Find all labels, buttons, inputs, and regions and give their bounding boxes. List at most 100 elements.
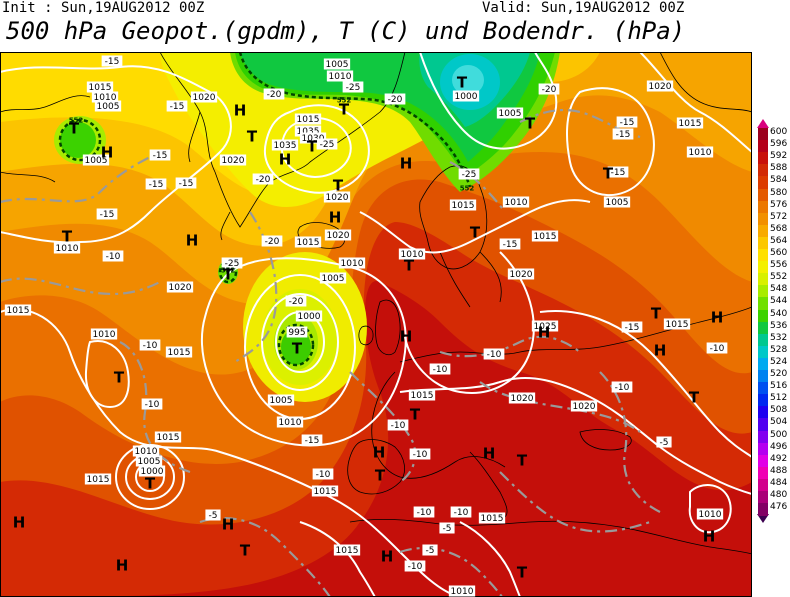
- svg-text:-10: -10: [433, 365, 448, 375]
- svg-text:1020: 1020: [326, 193, 349, 203]
- svg-text:T: T: [404, 256, 415, 274]
- svg-text:1020: 1020: [649, 82, 672, 92]
- svg-text:H: H: [400, 327, 413, 345]
- svg-text:1010: 1010: [93, 330, 116, 340]
- svg-text:-15: -15: [305, 436, 320, 446]
- svg-text:1020: 1020: [327, 231, 350, 241]
- low-pressure-marker: T: [375, 466, 386, 484]
- svg-text:H: H: [234, 101, 247, 119]
- svg-text:T: T: [307, 137, 318, 155]
- legend-label: 564: [770, 235, 788, 246]
- legend-swatch: [758, 466, 768, 480]
- isotherm-label: -10: [483, 348, 505, 360]
- low-pressure-marker: T: [651, 304, 662, 322]
- legend-swatch: [758, 345, 768, 359]
- legend-swatch: [758, 442, 768, 456]
- svg-text:1010: 1010: [689, 148, 712, 158]
- weather-map: 1015101010051020100510101015103510301035…: [0, 52, 752, 597]
- legend-label: 592: [770, 151, 788, 162]
- isotherm-label: -20: [384, 93, 406, 105]
- svg-text:1005: 1005: [322, 274, 345, 284]
- isobar-label: 1005: [603, 196, 631, 208]
- svg-text:1015: 1015: [452, 201, 475, 211]
- high-pressure-marker: H: [654, 341, 667, 359]
- legend-arrow-up-icon: [757, 119, 769, 128]
- svg-text:-10: -10: [487, 350, 502, 360]
- svg-text:T: T: [375, 466, 386, 484]
- svg-text:H: H: [483, 444, 496, 462]
- isotherm-label: -10: [413, 506, 435, 518]
- legend-swatch: [758, 261, 768, 274]
- isotherm-label: -10: [387, 419, 409, 431]
- svg-text:H: H: [101, 143, 114, 161]
- low-pressure-marker: T: [145, 474, 156, 492]
- high-pressure-marker: H: [538, 323, 551, 341]
- svg-text:H: H: [538, 323, 551, 341]
- isobar-label: 1020: [324, 229, 352, 241]
- isobar-label: 1015: [4, 304, 32, 316]
- svg-text:1015: 1015: [87, 475, 110, 485]
- high-pressure-marker: H: [400, 327, 413, 345]
- legend-swatch: [758, 406, 768, 419]
- svg-text:-10: -10: [145, 400, 160, 410]
- isotherm-label: -10: [409, 448, 431, 460]
- low-pressure-marker: T: [457, 73, 468, 91]
- legend-swatch: [758, 478, 768, 492]
- isotherm-label: -15: [616, 116, 638, 128]
- legend-label: 496: [770, 441, 788, 452]
- high-pressure-marker: H: [483, 444, 496, 462]
- isobar-label: 1025: [531, 320, 559, 332]
- svg-text:1015: 1015: [297, 115, 320, 125]
- svg-text:1015: 1015: [297, 238, 320, 248]
- svg-text:-15: -15: [105, 57, 120, 67]
- svg-text:-20: -20: [256, 175, 271, 185]
- legend-swatch: [758, 503, 768, 516]
- isotherm-label: -20: [252, 173, 274, 185]
- legend-label: 480: [770, 490, 788, 500]
- legend-swatch: [758, 382, 768, 395]
- isotherm-label: -15: [145, 178, 167, 190]
- isotherm-label: -15: [499, 238, 521, 250]
- isotherm-label: -20: [285, 295, 307, 307]
- svg-text:1030: 1030: [302, 134, 325, 144]
- low-pressure-marker: T: [240, 541, 251, 559]
- isotherm-label: -10: [312, 468, 334, 480]
- svg-text:T: T: [114, 368, 125, 386]
- isotherm-label: -15: [166, 100, 188, 112]
- svg-text:1010: 1010: [279, 418, 302, 428]
- isobar-label: 1020: [507, 268, 535, 280]
- svg-text:1010: 1010: [94, 93, 117, 103]
- svg-text:-20: -20: [267, 90, 282, 100]
- legend-label: 508: [770, 405, 788, 416]
- high-pressure-marker: H: [101, 143, 114, 161]
- legend-label: 560: [770, 248, 788, 258]
- svg-text:552: 552: [221, 267, 236, 275]
- low-pressure-marker: T: [223, 265, 234, 283]
- high-pressure-marker: H: [329, 208, 342, 226]
- legend-label: 580: [770, 187, 788, 198]
- isotherm-label: -5: [205, 509, 221, 521]
- contour-552-label: 552: [69, 117, 84, 125]
- isotherm-label: -15: [612, 128, 634, 140]
- isotherm-label: -15: [301, 434, 323, 446]
- svg-text:-20: -20: [289, 297, 304, 307]
- isobar-label: 1000: [452, 90, 480, 102]
- svg-text:-15: -15: [170, 102, 185, 112]
- svg-text:T: T: [62, 227, 73, 245]
- legend-label: 516: [770, 381, 788, 392]
- color-band-524: [452, 65, 484, 95]
- isobar-label: 1010: [686, 146, 714, 158]
- svg-text:1010: 1010: [135, 447, 158, 457]
- svg-text:T: T: [470, 223, 481, 241]
- isobar-label: 1030: [299, 132, 327, 144]
- isotherm-label: -15: [96, 208, 118, 220]
- high-pressure-marker: H: [279, 150, 292, 168]
- legend-swatch: [758, 249, 768, 262]
- legend-label: 596: [770, 139, 788, 150]
- svg-text:-25: -25: [346, 83, 361, 93]
- legend-swatch: [758, 418, 768, 431]
- low-west-540: [60, 122, 96, 158]
- isobar-label: 1015: [311, 485, 339, 497]
- isotherm-label: -10: [141, 398, 163, 410]
- svg-text:552: 552: [69, 117, 84, 125]
